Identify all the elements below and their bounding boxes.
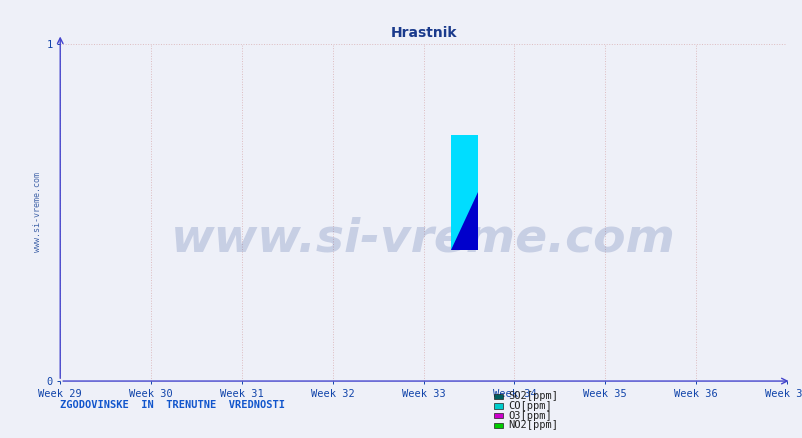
Title: Hrastnik: Hrastnik (390, 26, 456, 40)
Bar (450, 192, 477, 250)
Text: SO2[ppm]: SO2[ppm] (508, 392, 557, 401)
Y-axis label: www.si-vreme.com: www.si-vreme.com (33, 173, 43, 252)
Bar (450, 135, 477, 250)
Bar (450, 135, 477, 250)
Text: NO2[ppm]: NO2[ppm] (508, 420, 557, 430)
Text: ZGODOVINSKE  IN  TRENUTNE  VREDNOSTI: ZGODOVINSKE IN TRENUTNE VREDNOSTI (60, 400, 285, 410)
Polygon shape (450, 135, 477, 192)
Polygon shape (450, 135, 477, 192)
Text: O3[ppm]: O3[ppm] (508, 411, 551, 420)
Text: www.si-vreme.com: www.si-vreme.com (171, 217, 675, 262)
Polygon shape (450, 192, 477, 250)
Text: CO[ppm]: CO[ppm] (508, 401, 551, 411)
